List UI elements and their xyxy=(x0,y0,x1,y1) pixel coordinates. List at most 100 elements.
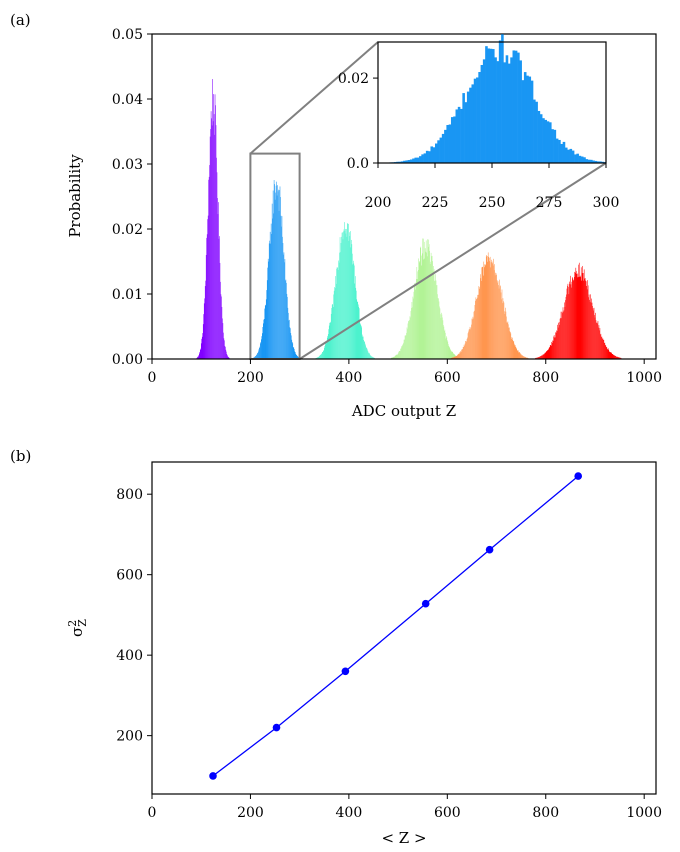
histogram-bar xyxy=(524,356,525,359)
histogram-bar xyxy=(615,356,617,359)
histogram-bar xyxy=(393,356,394,359)
histogram-bar xyxy=(597,320,599,359)
histogram-bar xyxy=(470,329,471,359)
histogram-bar xyxy=(398,351,400,359)
histogram-bar xyxy=(267,258,269,359)
histogram-bar xyxy=(437,294,438,359)
histogram-bar xyxy=(359,320,361,359)
histogram-bar xyxy=(486,255,487,359)
histogram-bar xyxy=(408,320,409,359)
inset-bar xyxy=(555,138,559,163)
y-tick-label: 0.05 xyxy=(112,27,143,43)
histogram-bar xyxy=(206,237,207,359)
histogram-bar xyxy=(584,278,586,359)
histogram-bar xyxy=(607,348,608,359)
histogram-bar xyxy=(392,357,393,359)
histogram-bar xyxy=(502,298,504,359)
histogram-bar xyxy=(342,232,343,359)
histogram-bar xyxy=(330,322,331,359)
y-axis-label-b: σ2Z xyxy=(66,619,89,637)
histogram-bar xyxy=(602,338,603,359)
inset-bar xyxy=(587,159,591,163)
histogram-bar xyxy=(597,323,598,359)
y-tick-label: 0.00 xyxy=(112,352,143,368)
histogram-bar xyxy=(483,261,485,359)
histogram-bar xyxy=(558,321,560,359)
histogram-bar xyxy=(368,353,369,359)
inset-bar xyxy=(476,77,479,163)
histogram-bar xyxy=(572,278,574,359)
inset-bar xyxy=(537,110,541,163)
histogram-bar xyxy=(323,350,325,359)
histogram-bar xyxy=(613,355,615,359)
histogram-bar xyxy=(500,292,502,359)
inset-bar xyxy=(544,119,548,163)
histogram-bar xyxy=(500,285,501,359)
histogram-bar xyxy=(287,296,288,359)
histogram-bar xyxy=(478,286,480,359)
histogram-bar xyxy=(226,351,227,359)
histogram-bar xyxy=(506,316,507,359)
histogram-bar xyxy=(399,351,401,359)
histogram-bar xyxy=(521,355,522,359)
inset-bar xyxy=(423,153,427,163)
histogram-bar xyxy=(580,267,582,359)
histogram-bar xyxy=(561,318,562,359)
inset-x-tick-label: 250 xyxy=(479,195,506,211)
histogram-bar xyxy=(350,231,351,359)
inset-x-tick-label: 275 xyxy=(536,195,563,211)
histogram-bar xyxy=(209,165,210,359)
inset-bar xyxy=(567,149,570,163)
histogram-bar xyxy=(215,125,217,359)
histogram-bar xyxy=(605,344,606,359)
histogram-bar xyxy=(365,347,367,359)
inset-bar xyxy=(569,148,573,163)
histogram-bar xyxy=(327,335,329,359)
histogram-bar xyxy=(289,327,291,359)
histogram-bar xyxy=(288,320,290,359)
histogram-bar xyxy=(568,286,569,359)
histogram-bar xyxy=(519,352,520,359)
histogram-bar xyxy=(614,355,615,359)
histogram-bar xyxy=(432,261,433,359)
histogram-bar xyxy=(278,189,279,359)
histogram-bar xyxy=(203,303,205,359)
inset-bar xyxy=(448,124,452,163)
histogram-bar xyxy=(266,290,267,359)
histogram-bar xyxy=(451,357,453,359)
inset-y-tick-label: 0.02 xyxy=(338,71,369,87)
histogram-bar xyxy=(361,334,363,359)
histogram-bar xyxy=(339,237,341,359)
histogram-bar xyxy=(396,354,398,359)
histogram-bar xyxy=(399,350,400,359)
histogram-bar xyxy=(457,354,459,359)
histogram-bar xyxy=(295,353,297,359)
histogram-bar xyxy=(620,357,621,359)
histogram-bar xyxy=(265,304,266,359)
histogram-bar xyxy=(410,310,412,359)
histogram-bar xyxy=(472,319,473,359)
histogram-bar xyxy=(332,304,333,359)
x-tick-label: 800 xyxy=(532,805,559,821)
histogram-bar xyxy=(367,350,368,359)
histogram-bar xyxy=(268,261,269,359)
x-axis-a: 0 200 400 600 800 1000 xyxy=(148,359,662,386)
histogram-bar xyxy=(454,356,455,359)
histogram-bar xyxy=(392,357,394,359)
histogram-bar xyxy=(540,356,542,359)
histogram-bar xyxy=(611,353,613,359)
histogram-bar xyxy=(517,350,518,359)
histogram-bar xyxy=(525,357,527,359)
histogram-bar xyxy=(606,346,608,359)
histogram-bar xyxy=(516,347,518,359)
histogram-bar xyxy=(549,346,550,359)
histogram-bar xyxy=(563,310,565,359)
histogram-bar xyxy=(412,307,413,359)
histogram-bar xyxy=(507,321,509,359)
histogram-bar xyxy=(328,325,330,359)
histogram-bar xyxy=(294,351,296,359)
histogram-bar xyxy=(354,265,355,359)
histogram-bar xyxy=(544,352,546,359)
histogram-bar xyxy=(414,284,415,359)
histogram-bar xyxy=(523,356,524,359)
